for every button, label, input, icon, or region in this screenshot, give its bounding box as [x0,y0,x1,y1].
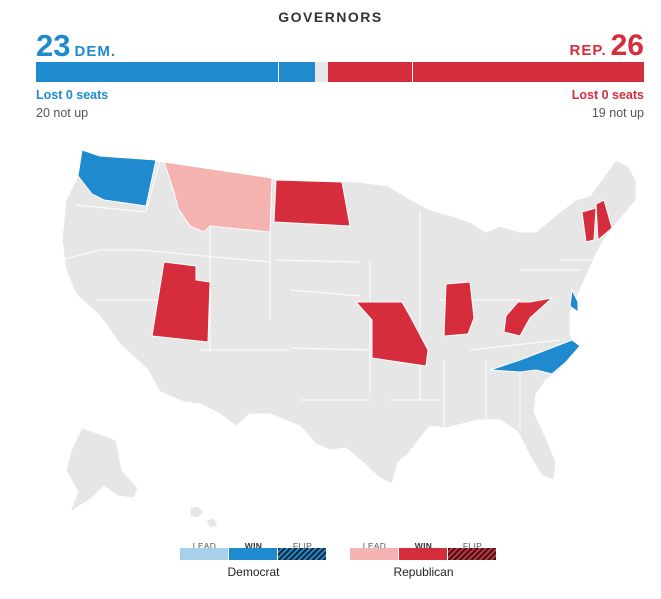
legend-rep-lead-label: LEAD [362,541,387,551]
state-missouri[interactable] [354,301,429,367]
legend-rep-name: Republican [393,565,454,579]
legend-rep-lead-swatch [350,548,398,560]
legend-rep-win-label: WIN [414,541,433,551]
dem-lost-seats: Lost 0 seats [36,88,109,102]
state-montana[interactable] [163,161,273,233]
legend-dem-win-label: WIN [244,541,263,551]
legend-dem-lead-label: LEAD [192,541,217,551]
legend-dem-name: Democrat [227,565,280,579]
page-title: GOVERNORS [278,9,383,25]
state-alaska [65,427,139,514]
state-vermont[interactable] [581,207,597,243]
legend-rep-flip-label: FLIP [462,541,483,551]
dem-count-number: 23 [36,28,71,63]
state-north-dakota[interactable] [273,179,351,227]
state-utah[interactable] [151,261,211,343]
state-west-virginia[interactable] [503,297,554,337]
rep-count-number: 26 [610,29,644,62]
state-hawaii [189,505,219,529]
legend-rep-win-swatch [399,548,447,560]
state-washington[interactable] [77,149,157,207]
state-north-carolina[interactable] [489,339,581,375]
state-new-hampshire[interactable] [595,199,613,242]
rep-lost-seats: Lost 0 seats [571,88,644,102]
legend-dem-win-swatch [229,548,277,560]
bar-rep-not-up [413,62,644,82]
dem-seat-count: 23 DEM. [36,28,116,70]
state-indiana[interactable] [443,281,475,337]
legend-dem-flip-swatch [278,548,326,560]
bar-dem-won [279,62,315,82]
bar-divider [278,62,279,82]
rep-not-up: 19 not up [591,106,644,120]
bar-rep-won [328,62,412,82]
seat-balance-bar [36,62,644,82]
dem-count-label: DEM. [74,43,116,60]
rep-seat-count: REP. 26 [570,28,644,69]
state-delaware[interactable] [569,288,579,313]
legend-dem-lead-swatch [180,548,228,560]
us-mainland [61,149,637,485]
legend-rep-flip-swatch [448,548,496,560]
dem-not-up: 20 not up [36,106,89,120]
bar-dem-not-up [36,62,278,82]
legend-dem-flip-label: FLIP [292,541,313,551]
bar-divider [412,62,413,82]
rep-count-label: REP. [569,42,607,59]
